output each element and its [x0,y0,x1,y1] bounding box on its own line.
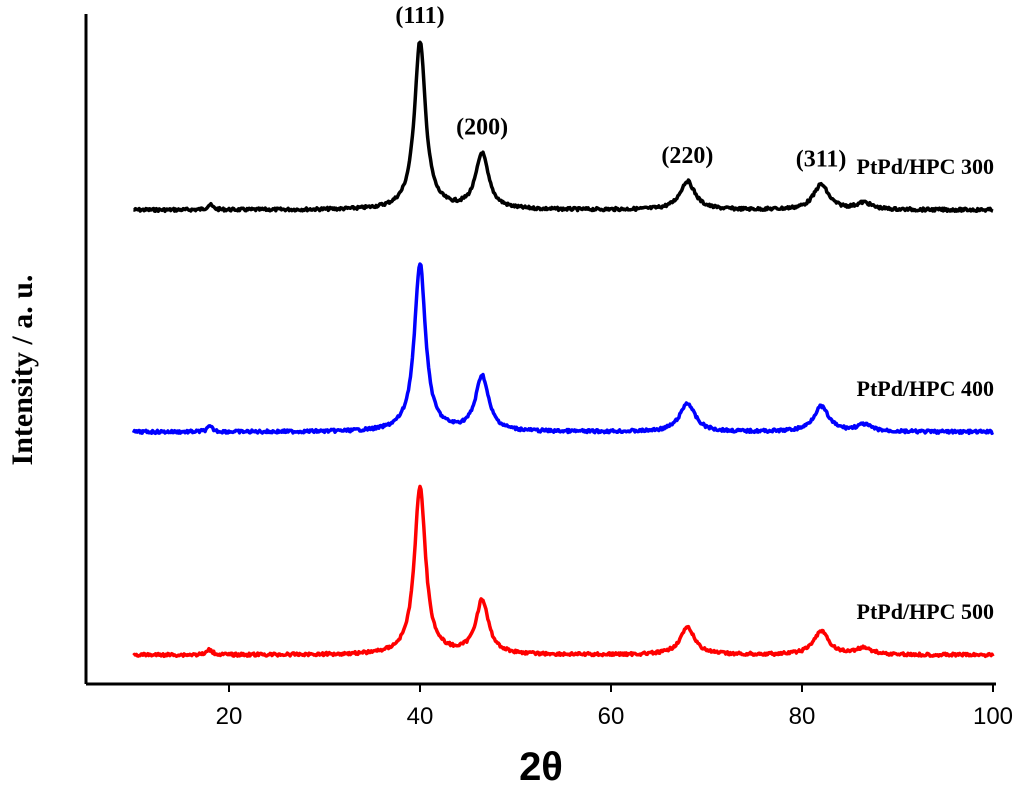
series-line-ptpd-hpc-500 [132,484,995,659]
x-tick-label: 60 [598,703,625,730]
series-line-ptpd-hpc-300 [132,40,994,214]
peak-annotation: (311) [796,146,847,172]
series-line-ptpd-hpc-400 [131,262,995,436]
x-tick-label: 40 [407,703,434,730]
peak-annotations: (111) (200) (220) (311) [395,3,846,172]
x-tick-label: 20 [216,703,243,730]
y-axis-label: Intensity / a. u. [6,275,39,466]
series-label: PtPd/HPC 500 [857,599,995,624]
series-label: PtPd/HPC 400 [857,376,995,401]
x-ticks: 20 40 60 80 100 [216,684,1013,730]
peak-annotation: (111) [395,3,444,29]
peak-annotation: (200) [456,115,508,141]
plot-area [131,40,995,659]
peak-annotation: (220) [661,143,713,169]
series-label: PtPd/HPC 300 [857,154,995,179]
x-tick-label: 80 [789,703,816,730]
x-tick-label: 100 [973,703,1013,730]
x-axis-label: 2θ [519,745,563,789]
series-labels: PtPd/HPC 300 PtPd/HPC 400 PtPd/HPC 500 [857,154,995,624]
